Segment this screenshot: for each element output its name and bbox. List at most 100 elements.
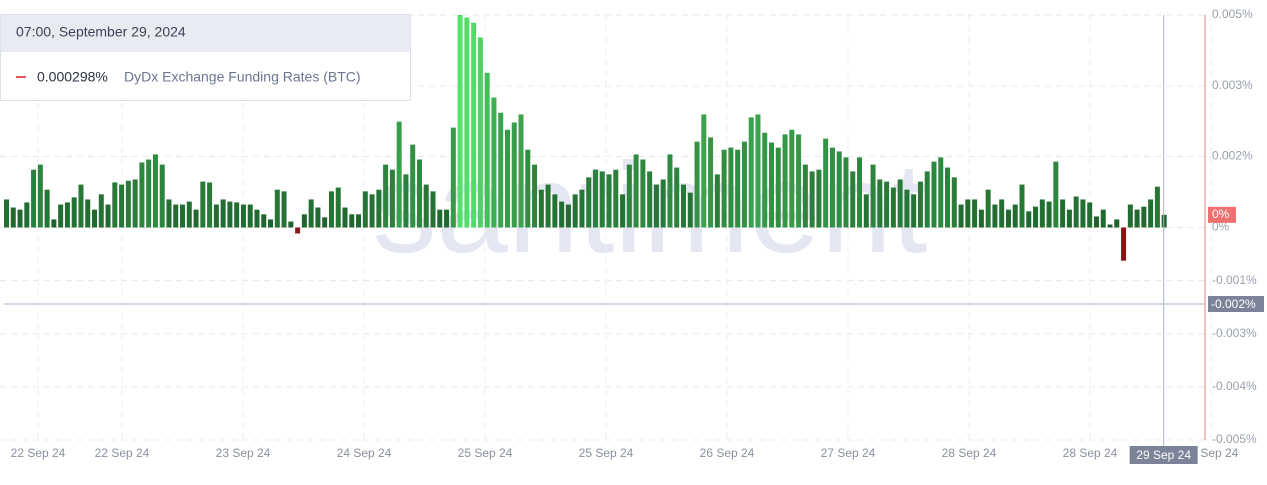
bar — [1100, 209, 1106, 228]
bar — [802, 164, 808, 228]
bar — [328, 191, 334, 228]
bar — [559, 201, 565, 228]
y-tick-label: -0.003% — [1212, 326, 1257, 340]
bar — [613, 169, 619, 228]
last-value-label: 0% — [1212, 207, 1230, 221]
bar — [640, 159, 646, 228]
y-tick-label: -0.001% — [1212, 273, 1257, 287]
bar — [978, 209, 984, 228]
bar — [938, 157, 944, 228]
bar — [572, 194, 578, 228]
bar — [78, 184, 84, 228]
bar — [789, 129, 795, 228]
bar — [112, 182, 118, 228]
bar — [383, 164, 389, 228]
y-tick-label: 0.002% — [1212, 149, 1253, 163]
bar — [186, 201, 192, 228]
bar — [1114, 219, 1120, 228]
bar — [917, 181, 923, 228]
bar — [809, 171, 815, 228]
bar — [579, 189, 585, 228]
bar — [498, 112, 504, 228]
bar — [1073, 196, 1079, 228]
bar — [44, 189, 50, 228]
bar — [240, 204, 246, 228]
bar — [633, 154, 639, 228]
bar — [132, 179, 138, 228]
bar — [681, 184, 686, 228]
bar — [288, 221, 294, 228]
bar — [504, 129, 510, 228]
bar — [1087, 202, 1093, 228]
bar — [931, 161, 937, 228]
bar — [708, 137, 714, 228]
bar — [159, 164, 165, 228]
y-tick-label: -0.005% — [1212, 432, 1257, 446]
bar — [342, 207, 348, 228]
bar — [532, 164, 538, 228]
bar — [362, 191, 368, 228]
bar — [24, 202, 30, 228]
bar — [200, 181, 206, 228]
tooltip-header — [1, 15, 410, 52]
bar — [491, 97, 497, 228]
y-tick-label: 0% — [1212, 220, 1230, 234]
crosshair-y-label: -0.002% — [1211, 297, 1256, 311]
bar — [4, 199, 9, 228]
bar — [518, 114, 524, 228]
bar — [816, 169, 822, 228]
bar — [484, 72, 490, 228]
bar — [606, 174, 612, 228]
bar — [911, 194, 917, 228]
bar — [220, 199, 226, 228]
bar — [349, 214, 355, 228]
bar — [389, 169, 395, 228]
bar — [904, 189, 910, 228]
bar — [315, 207, 321, 228]
tooltip-value: 0.000298% — [37, 69, 108, 85]
bar — [965, 199, 971, 228]
bar — [674, 167, 680, 228]
bar — [1005, 209, 1011, 228]
y-tick-label: 0.003% — [1212, 78, 1253, 92]
x-tick-label: 22 Sep 24 — [11, 446, 66, 460]
crosshair-x-badge — [1129, 446, 1198, 464]
bar — [274, 189, 280, 228]
bar — [98, 194, 104, 228]
bar — [511, 122, 517, 228]
bar — [423, 184, 429, 228]
x-tick-label: 24 Sep 24 — [337, 446, 392, 460]
bar — [444, 209, 450, 228]
bar — [1066, 209, 1072, 228]
bar — [207, 182, 213, 228]
bar — [464, 17, 470, 228]
bar — [552, 194, 558, 228]
x-tick-label: 25 Sep 24 — [579, 446, 634, 460]
crosshair-y-badge — [1208, 296, 1264, 312]
bar — [139, 162, 145, 228]
bar — [945, 167, 951, 228]
bar — [735, 149, 741, 228]
bar — [166, 199, 172, 228]
bar — [1107, 224, 1113, 228]
bar — [105, 204, 111, 228]
bar — [545, 184, 551, 228]
bar — [92, 209, 98, 228]
bar — [1080, 199, 1086, 228]
bar — [620, 194, 626, 228]
bar — [525, 149, 531, 228]
bar — [152, 154, 158, 228]
bar — [599, 171, 605, 228]
bar — [728, 147, 734, 228]
bar — [17, 209, 23, 228]
bar — [64, 202, 70, 228]
bar — [1053, 161, 1059, 228]
bar — [721, 149, 727, 228]
bar — [268, 219, 274, 228]
bar — [125, 180, 131, 228]
bar — [193, 209, 199, 228]
x-tick-label: 27 Sep 24 — [821, 446, 876, 460]
bar — [775, 147, 781, 228]
bar — [1033, 206, 1039, 228]
